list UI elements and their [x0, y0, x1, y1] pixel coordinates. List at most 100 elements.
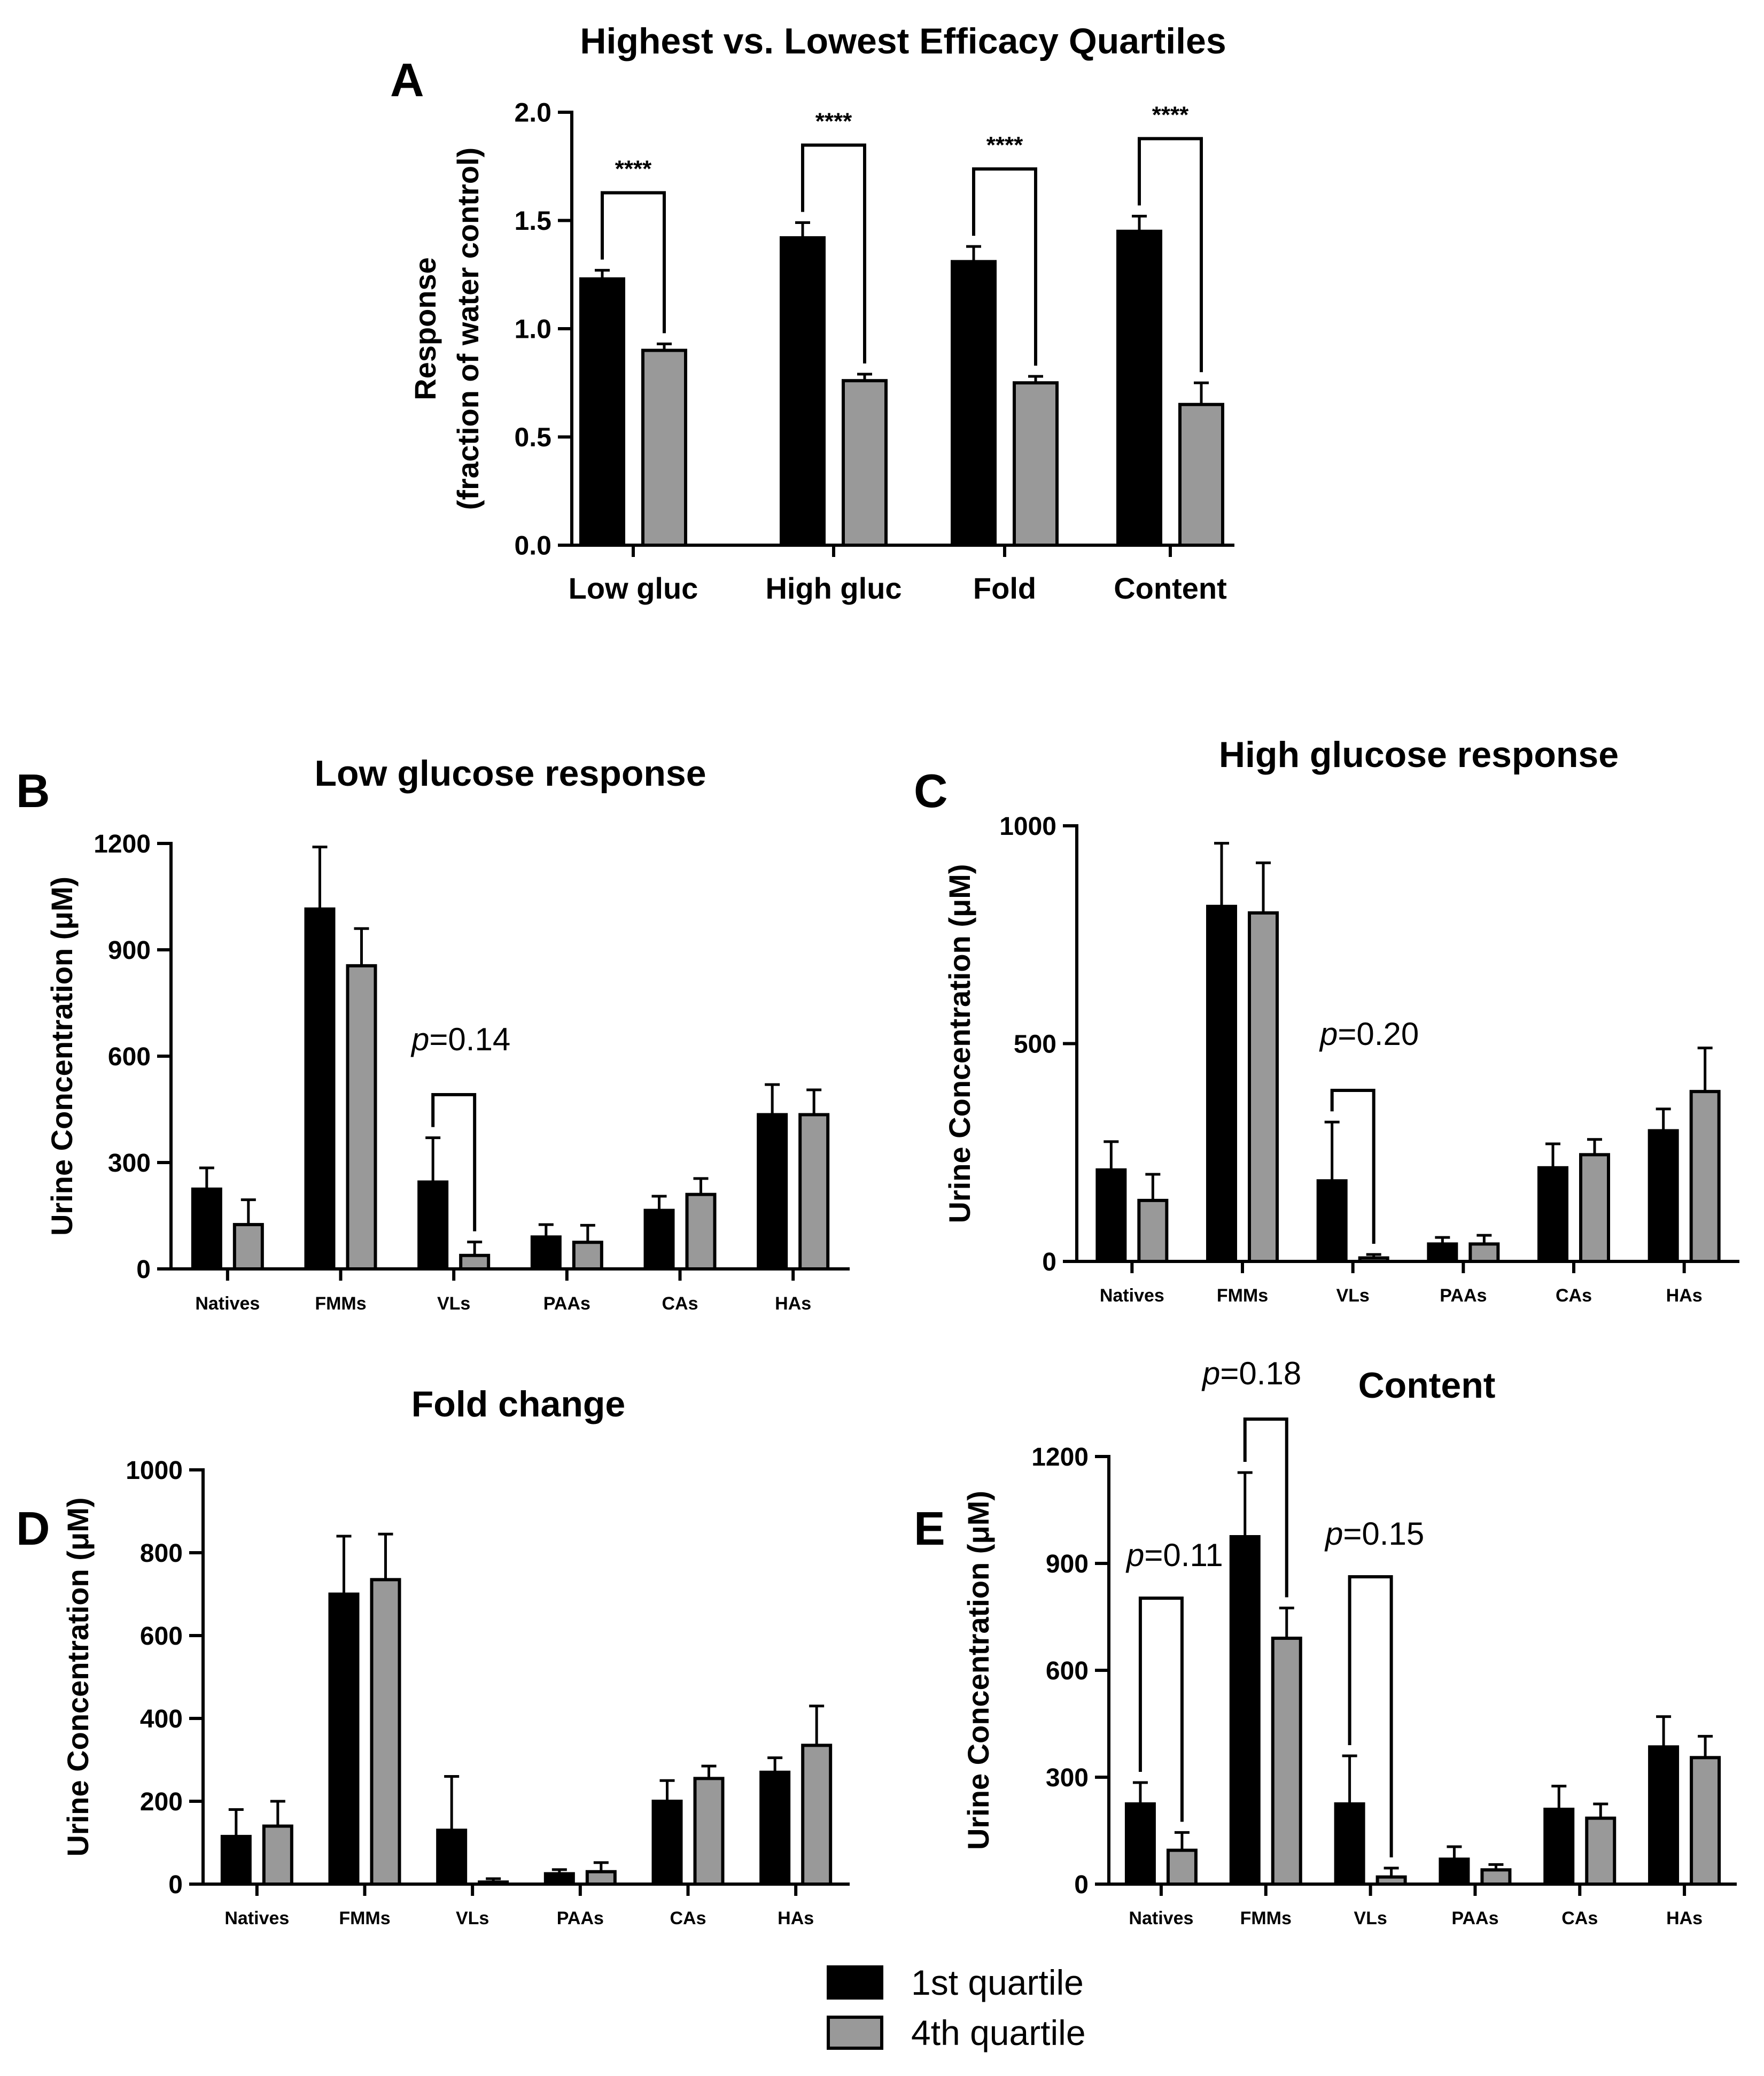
x-tick-label: PAAs — [1440, 1285, 1487, 1306]
panel-a: A Response (fraction of water control) 0.0 0… — [390, 53, 1234, 605]
bar-q4-fmms — [1271, 1637, 1302, 1886]
legend-swatch-1st-quartile — [827, 1965, 883, 2000]
significance-stars: **** — [615, 156, 652, 182]
p-value-label: p=0.11 — [1125, 1537, 1223, 1573]
bar-q4-natives — [262, 1824, 293, 1886]
y-axis-label-line2: (fraction of water control) — [451, 148, 485, 510]
bar-q1-natives — [220, 1834, 252, 1886]
bar-q1-has — [757, 1113, 788, 1271]
bar-q1-low-gluc — [579, 277, 625, 547]
y-tick-label: 800 — [140, 1539, 183, 1568]
y-tick-label: 900 — [108, 936, 151, 965]
x-tick-label: PAAs — [557, 1908, 604, 1928]
x-tick-label: HAs — [1666, 1285, 1703, 1306]
y-tick-label: 600 — [108, 1043, 151, 1071]
x-tick-label: VLs — [1336, 1285, 1369, 1306]
panel-c: C High glucose response Urine Concentratio… — [914, 734, 1739, 1306]
y-tick-label: 1200 — [94, 830, 151, 858]
bar-q1-vls — [1334, 1802, 1365, 1886]
y-tick-label: 200 — [140, 1788, 183, 1816]
significance-bracket — [801, 143, 866, 364]
y-tick-label: 300 — [1046, 1764, 1089, 1792]
bar-q1-has — [1648, 1745, 1680, 1886]
bar-q4-natives — [1166, 1848, 1198, 1886]
x-tick-label: Natives — [1100, 1285, 1164, 1306]
significance-bracket — [972, 167, 1037, 366]
bar-q1-fmms — [1229, 1535, 1261, 1886]
y-tick-label: 500 — [1014, 1030, 1056, 1058]
x-tick-label: PAAs — [543, 1293, 590, 1314]
legend-swatch-4th-quartile — [827, 2016, 883, 2050]
y-tick-label: 600 — [1046, 1657, 1089, 1685]
bar-q1-content — [1116, 229, 1162, 547]
panel-letter-b: B — [16, 764, 50, 817]
x-tick-label: Low gluc — [569, 571, 698, 605]
bar-q4-cas — [693, 1777, 725, 1886]
bar-q1-paas — [530, 1235, 562, 1271]
x-tick-label: VLs — [456, 1908, 489, 1928]
bar-q1-has — [759, 1770, 791, 1886]
x-tick-label: PAAs — [1451, 1908, 1498, 1928]
bar-q4-cas — [685, 1192, 717, 1271]
significance-stars: **** — [815, 109, 852, 135]
y-axis-label: Urine Concentration (μM) — [961, 1491, 995, 1850]
chart-title: Fold change — [411, 1384, 625, 1424]
bar-q4-cas — [1579, 1153, 1610, 1263]
y-tick-label: 600 — [140, 1622, 183, 1651]
y-tick-label: 1000 — [999, 812, 1056, 841]
bar-q4-has — [1689, 1090, 1721, 1264]
bar-q1-fmms — [328, 1592, 360, 1886]
y-tick-label: 400 — [140, 1705, 183, 1733]
panel-letter-e: E — [914, 1502, 945, 1555]
bar-q1-natives — [1095, 1168, 1127, 1264]
bar-q4-low-gluc — [641, 348, 687, 547]
x-tick-label: FMMs — [315, 1293, 366, 1314]
bar-q1-vls — [436, 1829, 468, 1886]
bar-q4-natives — [1137, 1198, 1169, 1263]
p-value-label: p=0.18 — [1201, 1355, 1301, 1391]
bar-q4-paas — [572, 1241, 603, 1271]
y-tick-label: 1200 — [1031, 1443, 1089, 1471]
bar-q1-vls — [417, 1180, 449, 1271]
chart-title: High glucose response — [1219, 734, 1619, 775]
y-tick-label: 0 — [168, 1871, 183, 1899]
y-tick-label: 1.5 — [514, 206, 551, 236]
y-tick-label: 1.0 — [514, 314, 551, 344]
panel-letter-a: A — [390, 53, 424, 106]
y-axis-label: Response — [408, 257, 442, 400]
x-tick-label: Natives — [195, 1293, 260, 1314]
x-tick-label: CAs — [1556, 1285, 1592, 1306]
panel-e: E Content Urine Concentration (μM) 0 300 600 9… — [914, 1355, 1737, 1928]
bar-q4-fmms — [346, 964, 377, 1271]
y-tick-label: 1000 — [126, 1457, 183, 1485]
y-tick-label: 0.5 — [514, 422, 551, 452]
bar-q4-natives — [232, 1223, 264, 1271]
x-tick-label: Natives — [1129, 1908, 1193, 1928]
significance-bracket — [601, 191, 666, 334]
bar-q1-natives — [1124, 1802, 1156, 1886]
bar-q1-high-gluc — [780, 236, 826, 547]
bar-q1-fold — [951, 260, 997, 547]
panel-letter-c: C — [914, 764, 948, 817]
x-tick-label: FMMs — [1240, 1908, 1292, 1928]
y-axis-label: Urine Concentration (μM) — [61, 1497, 95, 1856]
x-tick-label: CAs — [670, 1908, 706, 1928]
p-value-label: p=0.15 — [1324, 1516, 1424, 1552]
x-tick-label: HAs — [1666, 1908, 1703, 1928]
bar-q4-vls — [478, 1880, 509, 1886]
p-value-label: p=0.20 — [1319, 1016, 1419, 1052]
x-tick-label: HAs — [778, 1908, 814, 1928]
x-tick-label: Natives — [224, 1908, 289, 1928]
bar-q4-fold — [1013, 381, 1059, 547]
bar-q4-fmms — [1248, 911, 1279, 1263]
bar-q1-cas — [1543, 1808, 1575, 1886]
x-tick-label: FMMs — [339, 1908, 390, 1928]
x-tick-label: CAs — [662, 1293, 698, 1314]
y-tick-label: 0.0 — [514, 531, 551, 561]
bar-q1-natives — [191, 1187, 222, 1271]
bar-q4-content — [1178, 402, 1224, 547]
significance-stars: **** — [986, 132, 1023, 158]
bar-q4-paas — [1468, 1242, 1500, 1263]
y-axis-label: Urine Concentration (μM) — [943, 864, 976, 1223]
